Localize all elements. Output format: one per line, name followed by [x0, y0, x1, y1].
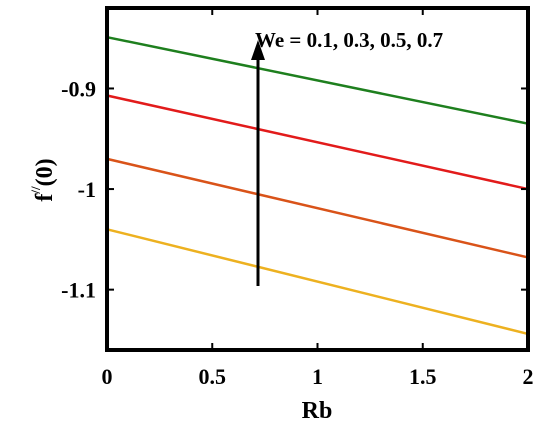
y-axis-label-main: f — [32, 193, 58, 202]
x-tick-label: 0.5 — [199, 364, 227, 389]
series-layer — [106, 35, 529, 336]
we-arrow-head — [251, 40, 265, 60]
y-tick-label: -1.1 — [61, 278, 96, 303]
ticks-layer: 0 0.5 1 1.5 2 -0.9 -1 -1.1 — [61, 8, 534, 389]
x-tick-label: 1.5 — [409, 364, 437, 389]
series-line-1 — [106, 228, 529, 336]
plot-frame — [105, 6, 530, 352]
y-axis-label-sup: // — [28, 186, 43, 195]
svg-text:f//(0): f//(0) — [28, 158, 58, 201]
x-tick-label: 2 — [523, 364, 534, 389]
y-axis-label-tail: (0) — [32, 158, 58, 186]
series-line-2 — [106, 157, 529, 259]
we-arrow — [251, 40, 265, 286]
y-axis-label: f//(0) — [28, 158, 58, 201]
we-annotation: We = 0.1, 0.3, 0.5, 0.7 — [255, 28, 443, 52]
y-tick-label: -1 — [78, 177, 96, 202]
x-axis-label: Rb — [302, 398, 333, 424]
x-tick-label: 0 — [102, 364, 113, 389]
y-tick-label: -0.9 — [61, 76, 96, 101]
x-tick-label: 1 — [312, 364, 323, 389]
series-line-3 — [106, 94, 529, 191]
series-line-4 — [106, 35, 529, 125]
